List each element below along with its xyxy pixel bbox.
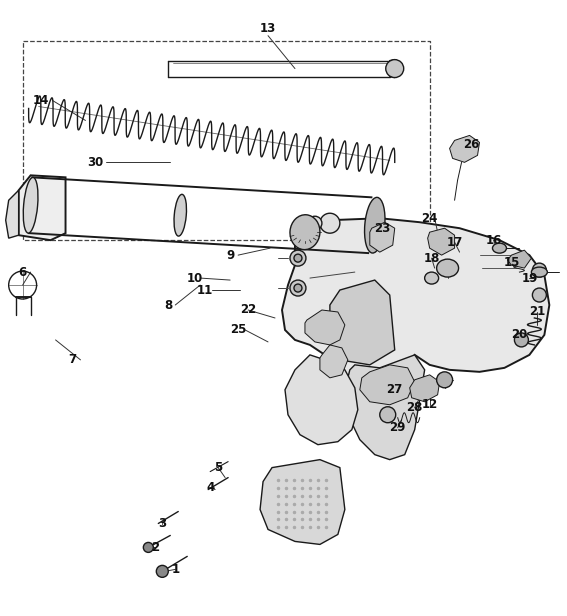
Text: 14: 14 [32, 94, 49, 107]
Text: 21: 21 [529, 306, 545, 318]
Text: 3: 3 [158, 517, 166, 530]
Text: 4: 4 [206, 481, 214, 494]
Text: 1: 1 [171, 563, 179, 576]
Polygon shape [282, 218, 549, 395]
Ellipse shape [320, 213, 340, 233]
Text: 10: 10 [187, 272, 204, 285]
Ellipse shape [493, 243, 506, 253]
Ellipse shape [290, 215, 320, 249]
Text: 16: 16 [485, 233, 502, 246]
Text: 29: 29 [390, 421, 406, 434]
Text: 12: 12 [421, 399, 438, 411]
Circle shape [294, 284, 302, 292]
Polygon shape [450, 136, 480, 163]
Polygon shape [260, 460, 345, 545]
Text: 17: 17 [446, 236, 463, 249]
Text: 2: 2 [151, 541, 159, 554]
Text: 22: 22 [240, 304, 256, 317]
Circle shape [290, 280, 306, 296]
Text: 30: 30 [87, 156, 104, 169]
Polygon shape [285, 355, 358, 445]
Text: 19: 19 [521, 272, 538, 285]
Polygon shape [6, 190, 19, 238]
Circle shape [532, 288, 547, 302]
Circle shape [437, 372, 452, 388]
Circle shape [514, 333, 528, 347]
Circle shape [290, 250, 306, 266]
Polygon shape [345, 355, 425, 460]
Text: 9: 9 [226, 249, 234, 262]
Ellipse shape [437, 259, 459, 277]
Text: 8: 8 [164, 299, 172, 312]
Text: 6: 6 [19, 265, 27, 278]
Text: 15: 15 [503, 256, 519, 269]
Ellipse shape [308, 216, 322, 230]
Text: 13: 13 [260, 22, 276, 35]
Polygon shape [305, 310, 345, 345]
Polygon shape [410, 375, 439, 402]
Polygon shape [507, 250, 531, 268]
Polygon shape [360, 365, 414, 405]
Ellipse shape [425, 272, 439, 284]
Text: 27: 27 [387, 383, 403, 396]
Polygon shape [320, 345, 348, 378]
Text: 20: 20 [511, 328, 527, 341]
Circle shape [156, 565, 168, 577]
Text: 5: 5 [214, 461, 222, 474]
Circle shape [532, 263, 547, 277]
Text: 26: 26 [463, 138, 480, 151]
Ellipse shape [174, 195, 187, 236]
Circle shape [380, 407, 396, 423]
Polygon shape [19, 176, 66, 240]
Ellipse shape [531, 267, 547, 277]
Text: 7: 7 [69, 354, 77, 367]
Text: 23: 23 [374, 222, 390, 235]
Polygon shape [428, 228, 455, 255]
Circle shape [294, 254, 302, 262]
Text: 24: 24 [421, 212, 438, 225]
Text: 18: 18 [424, 251, 440, 265]
Text: 11: 11 [197, 283, 213, 296]
Circle shape [143, 543, 153, 553]
Text: 28: 28 [407, 401, 423, 414]
Ellipse shape [365, 197, 385, 253]
Text: 25: 25 [230, 323, 246, 336]
Polygon shape [370, 222, 395, 252]
Ellipse shape [23, 177, 38, 233]
Ellipse shape [386, 60, 404, 78]
Polygon shape [330, 280, 395, 365]
